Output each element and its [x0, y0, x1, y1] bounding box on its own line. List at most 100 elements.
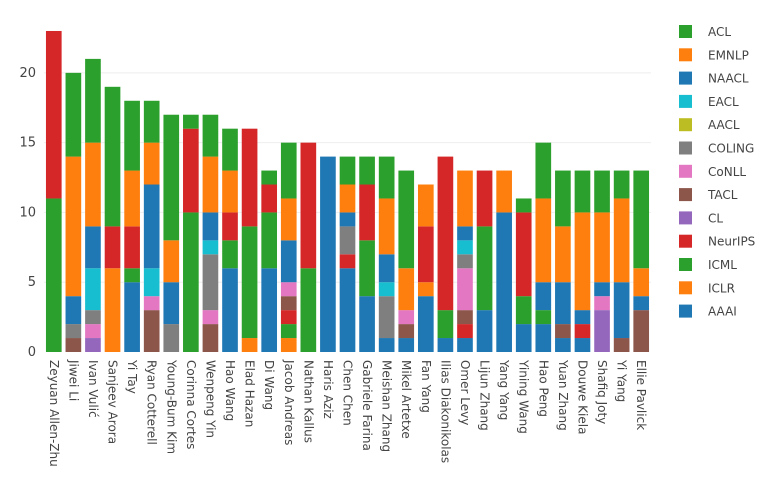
- bar-douwe-kiela-emnlp: [574, 212, 591, 311]
- legend-label-coling: COLING: [708, 142, 754, 156]
- bar-omer-levy-eacl: [457, 240, 473, 255]
- bar-lijun-zhang-neurips: [476, 170, 493, 227]
- bar-hao-peng-naacl: [535, 282, 552, 311]
- bar-meishan-zhang-acl: [378, 156, 395, 199]
- x-tick-label-haris-aziz: Haris Aziz: [321, 360, 335, 419]
- bar-ilias-diakonikolas-icml: [437, 310, 454, 339]
- bar-gabriele-farina-icml: [359, 240, 375, 297]
- y-tick-label: 0: [28, 345, 36, 360]
- bar-young-bum-kim-emnlp: [163, 240, 180, 283]
- legend-swatch-tacl: [679, 188, 692, 202]
- bar-yuan-zhang-naacl: [555, 282, 571, 325]
- bar-hao-wang-aaai: [222, 268, 238, 352]
- legend-label-naacl: NAACL: [708, 72, 749, 86]
- bar-chen-chen-aaai: [339, 268, 356, 352]
- bar-yi-tay-neurips: [124, 226, 140, 269]
- bar-sanjeev-arora-iclr: [104, 268, 121, 352]
- bar-chen-chen-neurips: [339, 254, 356, 269]
- bar-yuan-zhang-acl: [555, 170, 571, 227]
- bar-wenpeng-yin-emnlp: [202, 156, 219, 213]
- bar-gabriele-farina-acl: [359, 156, 375, 185]
- bar-jacob-andreas-emnlp: [280, 198, 297, 241]
- bar-meishan-zhang-aaai: [378, 338, 395, 352]
- bar-fan-yang-emnlp: [417, 184, 434, 227]
- bar-yang-yang-emnlp: [496, 170, 512, 213]
- x-tick-label-ilias-diakonikolas: Ilias Diakonikolas: [438, 360, 452, 463]
- bar-omer-levy-naacl: [457, 226, 473, 241]
- bar-yi-tay-emnlp: [124, 170, 140, 227]
- bar-ivan-vulic-coling: [85, 310, 101, 325]
- y-tick-label: 20: [19, 66, 36, 81]
- legend-swatch-neurips: [679, 234, 692, 248]
- legend-swatch-acl: [679, 25, 692, 38]
- bar-ryan-cotterell-tacl: [143, 310, 160, 352]
- bar-shafiq-joty-acl: [594, 170, 610, 213]
- bar-jiwei-li-coling: [65, 324, 82, 339]
- legend-swatch-coling: [679, 141, 692, 155]
- bar-omer-levy-conll: [457, 268, 473, 311]
- legend-label-neurips: NeurIPS: [708, 235, 755, 249]
- bar-meishan-zhang-emnlp: [378, 198, 395, 255]
- bar-haris-aziz-aaai: [320, 156, 336, 352]
- bar-douwe-kiela-neurips: [574, 324, 591, 339]
- bar-yang-yang-aaai: [496, 212, 512, 352]
- legend: ACL EMNLP NAACL EACL AACL COLING CoNLL TACL CL Ne…: [679, 25, 755, 319]
- x-tick-label-fan-yang: Fan Yang: [419, 360, 433, 413]
- bar-gabriele-farina-neurips: [359, 184, 375, 241]
- bar-yining-wang-aaai: [515, 324, 532, 352]
- legend-swatch-emnlp: [679, 48, 692, 62]
- bar-yining-wang-icml: [515, 296, 532, 325]
- bar-yuan-zhang-aaai: [555, 338, 571, 352]
- bar-ivan-vulic-naacl: [85, 226, 101, 269]
- bar-jacob-andreas-icml: [280, 324, 297, 339]
- x-tick-label-omer-levy: Omer Levy: [458, 360, 472, 425]
- x-tick-label-hao-peng: Hao Peng: [536, 360, 550, 417]
- bar-corinna-cortes-icml: [183, 212, 199, 352]
- x-tick-label-douwe-kiela: Douwe Kiela: [575, 360, 589, 434]
- bar-shafiq-joty-naacl: [594, 282, 610, 297]
- bar-jiwei-li-acl: [65, 72, 82, 157]
- bar-ellie-pavlick-naacl: [633, 296, 650, 311]
- bar-fan-yang-neurips: [417, 226, 434, 283]
- bar-wenpeng-yin-tacl: [202, 324, 219, 352]
- bar-chen-chen-coling: [339, 226, 356, 255]
- bar-yuan-zhang-emnlp: [555, 226, 571, 283]
- bar-omer-levy-emnlp: [457, 170, 473, 227]
- bar-ilias-diakonikolas-aaai: [437, 338, 454, 352]
- bar-ivan-vulic-cl: [85, 338, 101, 352]
- bar-lijun-zhang-icml: [476, 226, 493, 311]
- bar-ryan-cotterell-naacl: [143, 184, 160, 269]
- bar-mikel-artetxe-tacl: [398, 324, 415, 339]
- x-tick-label-mikel-artetxe: Mikel Artetxe: [399, 360, 413, 439]
- legend-label-conll: CoNLL: [708, 165, 746, 179]
- bar-yi-yang-emnlp: [613, 198, 630, 283]
- bar-ryan-cotterell-emnlp: [143, 142, 160, 185]
- bar-jacob-andreas-iclr: [280, 338, 297, 352]
- x-tick-label-nathan-kallus: Nathan Kallus: [301, 360, 315, 443]
- x-tick-label-wenpeng-yin: Wenpeng Yin: [203, 360, 217, 438]
- x-tick-label-yang-yang: Yang Yang: [497, 359, 511, 420]
- bar-hao-peng-aaai: [535, 324, 552, 352]
- x-axis-ticks: Zeyuan Allen-Zhu Jiwei Li Ivan Vulić Sanjee…: [47, 359, 648, 467]
- bar-ellie-pavlick-emnlp: [633, 268, 650, 297]
- bar-ivan-vulic-acl: [85, 58, 101, 143]
- bar-jacob-andreas-naacl: [280, 240, 297, 283]
- bar-mikel-artetxe-aaai: [398, 338, 415, 352]
- legend-label-aaai: AAAI: [708, 305, 737, 319]
- bar-wenpeng-yin-acl: [202, 114, 219, 157]
- bar-yining-wang-neurips: [515, 212, 532, 297]
- bar-elad-hazan-icml: [241, 226, 258, 339]
- x-tick-label-gabriele-farina: Gabriele Farina: [360, 360, 374, 451]
- bar-hao-wang-icml: [222, 240, 238, 269]
- y-tick-label: 5: [28, 275, 36, 290]
- bar-elad-hazan-neurips: [241, 128, 258, 227]
- bar-di-wang-aaai: [261, 268, 278, 352]
- legend-swatch-cl: [679, 211, 692, 225]
- x-tick-label-jacob-andreas: Jacob Andreas: [282, 359, 296, 445]
- bar-ivan-vulic-emnlp: [85, 142, 101, 227]
- bar-sanjeev-arora-acl: [104, 86, 121, 227]
- bar-young-bum-kim-coling: [163, 324, 180, 352]
- bar-corinna-cortes-acl: [183, 114, 199, 129]
- bar-chen-chen-naacl: [339, 212, 356, 227]
